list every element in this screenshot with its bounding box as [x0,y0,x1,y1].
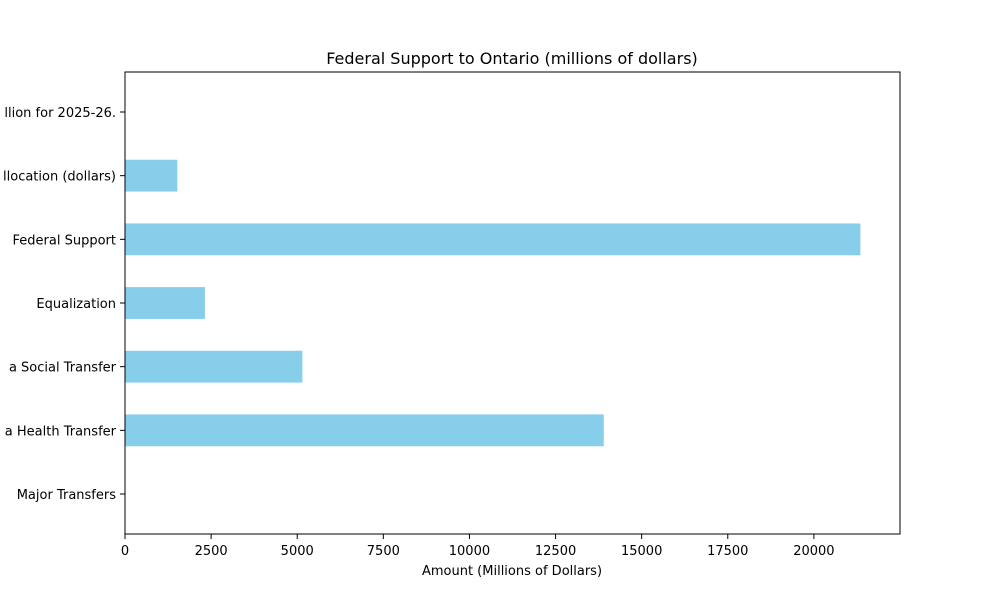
bar [125,287,205,319]
bar [125,159,178,192]
x-tick-label: 15000 [621,544,662,559]
bars [125,159,861,447]
plot-frame [124,71,901,535]
x-tick-label: 20000 [793,544,834,559]
y-tick-label: Equalization [36,297,116,312]
bar [125,350,303,383]
x-axis: 0 2500 5000 7500 10000 12500 15000 17500 20000 [121,534,835,559]
chart-title: Federal Support to Ontario (millions of … [326,49,698,68]
y-tick-label: a Health Transfer [5,424,117,439]
x-tick-label: 10000 [449,544,490,559]
y-tick-label: llocation (dollars) [3,170,116,185]
bar [125,414,604,447]
y-tick-label: Major Transfers [17,488,116,503]
x-tick-label: 12500 [535,544,576,559]
x-axis-label: Amount (Millions of Dollars) [422,564,602,579]
y-tick-label: Federal Support [13,233,116,248]
y-tick-label: a Social Transfer [9,361,117,376]
y-tick-label: llion for 2025-26. [4,106,116,121]
y-axis: Major Transfers a Health Transfer a Social… [3,106,125,503]
bar [125,223,861,256]
x-tick-label: 0 [121,544,129,559]
x-tick-label: 2500 [195,544,228,559]
x-tick-label: 17500 [707,544,748,559]
x-tick-label: 7500 [367,544,400,559]
x-tick-label: 5000 [281,544,314,559]
